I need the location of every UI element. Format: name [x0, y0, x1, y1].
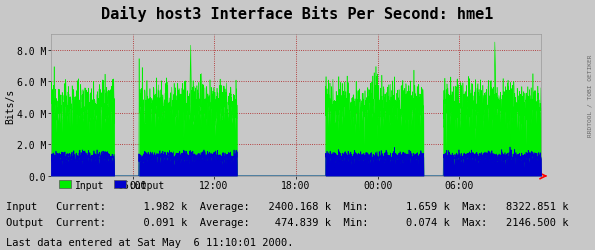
Text: RRDTOOL / TOBI OETIKER: RRDTOOL / TOBI OETIKER [588, 54, 593, 136]
Y-axis label: Bits/s: Bits/s [5, 88, 15, 123]
Text: Output  Current:      0.091 k  Average:    474.839 k  Min:      0.074 k  Max:   : Output Current: 0.091 k Average: 474.839… [6, 218, 568, 228]
Legend: Input, Output: Input, Output [55, 176, 168, 194]
Text: Last data entered at Sat May  6 11:10:01 2000.: Last data entered at Sat May 6 11:10:01 … [6, 238, 293, 248]
Text: Input   Current:      1.982 k  Average:   2400.168 k  Min:      1.659 k  Max:   : Input Current: 1.982 k Average: 2400.168… [6, 201, 568, 211]
Text: Daily host3 Interface Bits Per Second: hme1: Daily host3 Interface Bits Per Second: h… [101, 6, 494, 22]
